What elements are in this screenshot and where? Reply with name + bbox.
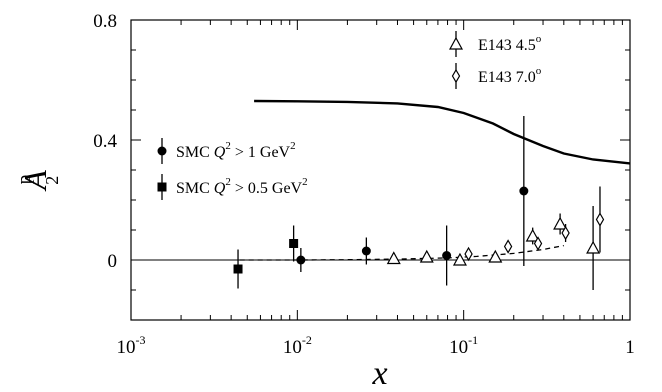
x-tick-base: 10 (449, 337, 468, 358)
data-point-diamond-open (533, 236, 543, 251)
data-point-triangle-open (525, 228, 540, 242)
data-points-group (233, 116, 605, 290)
x-tick-exponent: -3 (136, 333, 146, 347)
data-point-diamond-open (464, 246, 473, 262)
data-point-square-filled (289, 239, 299, 248)
legend-label: SMC Q2 > 0.5 GeV2 (176, 176, 308, 197)
x-tick-base: 10 (283, 337, 302, 358)
legend-label-sup: o (536, 33, 542, 45)
legend-marker-circle-filled (157, 146, 167, 156)
legend-label: SMC Q2 > 1 GeV2 (176, 140, 296, 161)
legend-marker-square-filled (157, 182, 167, 192)
x-tick-exponent: -1 (468, 333, 478, 347)
x-tick-base: 1 (625, 337, 635, 358)
y-axis-label-main: A (17, 170, 53, 192)
data-point-triangle-open (553, 216, 568, 230)
data-point-triangle-open (586, 240, 601, 254)
y-axis-label-sup: p (14, 175, 35, 185)
x-axis-label: x (371, 355, 387, 392)
x-tick-label: 10-2 (283, 333, 312, 358)
axis-ticks-group (130, 19, 631, 321)
y-axis-label: Ap 2 (14, 170, 62, 192)
data-point-square-filled (233, 264, 243, 274)
x-tick-base: 10 (117, 337, 136, 358)
legend-marker-diamond-open (451, 68, 461, 84)
data-point-circle-filled (361, 246, 371, 256)
legend-label-sup: 2 (225, 176, 231, 188)
data-point-diamond-open (503, 239, 513, 254)
data-point-diamond-open (561, 225, 570, 241)
legend-label-text: > 0.5 GeV (231, 180, 303, 197)
y-tick-label: 0.8 (93, 11, 117, 32)
legend-label-var: Q (214, 180, 226, 197)
data-point-diamond-open (595, 212, 605, 227)
legend-label-sup: 2 (290, 140, 296, 152)
legend-label-sup: o (536, 65, 542, 77)
legend-label: E143 4.5o (478, 33, 542, 54)
data-point-circle-filled (519, 186, 529, 196)
legend-label-text: E143 7.0 (478, 69, 536, 86)
solid-curve (254, 99, 631, 165)
legend-label-text: SMC (176, 180, 214, 197)
x-tick-label: 1 (625, 337, 635, 358)
x-tick-label: 10-1 (449, 333, 478, 358)
data-point-triangle-open (386, 251, 401, 265)
legend-label-var: Q (214, 144, 226, 161)
x-tick-label: 10-3 (117, 333, 146, 358)
legend-label-sup: 2 (302, 176, 308, 188)
y-tick-label: 0.4 (93, 131, 117, 152)
y-axis-label-sub: 2 (42, 176, 62, 185)
legend-label-text: > 1 GeV (231, 144, 291, 161)
legend-marker-triangle-open (448, 36, 464, 50)
data-point-triangle-open (452, 252, 467, 266)
legend-label-text: SMC (176, 144, 214, 161)
data-point-triangle-open (488, 249, 503, 263)
y-tick-label: 0 (108, 251, 118, 272)
legend-label-text: E143 4.5 (478, 37, 536, 54)
data-point-circle-filled (442, 251, 452, 260)
data-point-triangle-open (419, 249, 434, 263)
axis-labels-group: 10-3 10-2 10-1 100.40.8Ap 2x (14, 11, 635, 392)
legend-label: E143 7.0o (478, 65, 542, 86)
legend-label-sup: 2 (225, 140, 231, 152)
data-point-circle-filled (296, 255, 306, 265)
x-tick-exponent: -2 (302, 333, 312, 347)
